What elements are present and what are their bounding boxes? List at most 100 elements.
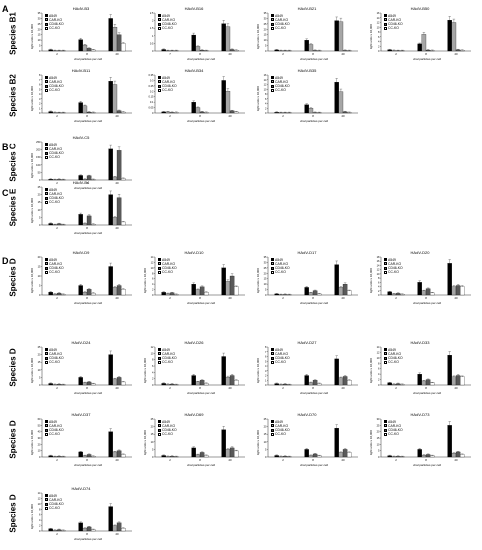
y-tick-label: 4 [152, 282, 154, 286]
y-tick-label: 15 [377, 436, 380, 440]
y-tick-label: 8 [378, 276, 380, 280]
y-tick-label: 0 [39, 49, 41, 53]
bar [347, 380, 352, 386]
x-tick-label: 2 [395, 52, 397, 56]
legend-label: A549 [275, 347, 283, 352]
legend-swatch [271, 22, 274, 26]
legend-entry: CAR-KO [384, 18, 403, 22]
bar [334, 427, 339, 458]
y-tick-label: 20 [38, 255, 41, 259]
bar [338, 452, 344, 458]
legend-swatch [384, 26, 387, 30]
legend-swatch [271, 266, 274, 270]
y-tick-label: 2 [152, 377, 154, 381]
y-tick-label: 30 [377, 417, 380, 421]
y-tick-label: 0.3 [150, 78, 154, 82]
y-tick-label: 6 [265, 97, 267, 101]
y-tick-label: 0 [39, 383, 41, 387]
legend-swatch [45, 270, 48, 274]
bar [78, 102, 83, 114]
bar [460, 376, 465, 386]
x-tick-label: 20 [454, 386, 458, 390]
legend-entry: CC-KO [271, 270, 290, 274]
x-tick-label: 8 [312, 458, 314, 462]
legend-label: A549 [49, 419, 57, 424]
legend-entry: A549 [271, 420, 290, 424]
bar [108, 506, 113, 532]
legend-entry: CAR-KO [45, 192, 64, 196]
y-tick-label: 10 [377, 356, 380, 360]
legend-label: A549 [275, 13, 283, 18]
legend-entry: CC-KO [384, 26, 403, 30]
bar [116, 285, 122, 296]
bar [455, 375, 461, 386]
bar [395, 456, 401, 458]
y-axis-title: light units x 10,000 [30, 152, 34, 178]
bar [312, 380, 318, 386]
x-axis-title: viral particles per cell [299, 118, 328, 123]
bar [116, 110, 122, 114]
legend-entry: A549 [158, 420, 177, 424]
legend-entry: CC-KO [158, 360, 177, 364]
legend-label: CD46-KO [49, 83, 64, 88]
chart-legend: A549 CAR-KO CD46-KO CC-KO [158, 348, 177, 365]
bar [460, 286, 465, 296]
y-tick-label: 15 [38, 360, 41, 364]
y-tick-label: 14 [38, 491, 41, 495]
bar [274, 383, 279, 386]
bar [61, 530, 66, 532]
x-axis-title: viral particles per cell [186, 56, 215, 61]
x-tick-label: 2 [395, 458, 397, 462]
legend-entry: A549 [45, 420, 64, 424]
legend-label: CC-KO [49, 200, 60, 205]
bar [455, 285, 461, 296]
bar [317, 455, 322, 458]
chart-title: HAdV-D20 [410, 250, 430, 255]
legend-label: CD46-KO [388, 355, 403, 360]
legend-entry: A549 [45, 143, 64, 147]
legend-entry: CAR-KO [158, 262, 177, 266]
chart-title: HAdV-B11 [71, 68, 91, 73]
legend-entry: CC-KO [384, 432, 403, 436]
bar [308, 382, 314, 386]
x-axis-title: viral particles per cell [412, 300, 441, 305]
y-tick-label: 2 [378, 378, 380, 382]
bar [108, 194, 113, 226]
bar [391, 293, 397, 296]
legend-swatch [45, 80, 48, 84]
y-tick-label: 50 [38, 423, 41, 427]
x-tick-label: 2 [56, 52, 58, 56]
bar [161, 455, 166, 458]
y-tick-label: 150 [36, 155, 41, 159]
legend-entry: CC-KO [45, 270, 64, 274]
chart-legend: A549 CAR-KO CD46-KO CC-KO [158, 14, 177, 31]
chart-title: HAdV-B35 [297, 68, 317, 73]
bar [342, 284, 348, 296]
chart-panel: HAdV-D10 0 2 4 6 8 10 12 14 2 8 20 viral particles p… [141, 250, 247, 306]
legend-label: CC-KO [49, 155, 60, 160]
chart-panel: HAdV-D74 0 2 4 6 8 10 12 14 2 8 20 viral particles p… [28, 486, 134, 542]
legend-label: CAR-KO [162, 79, 176, 84]
legend-label: CD46-KO [162, 265, 177, 270]
legend-entry: A549 [45, 76, 64, 80]
legend-swatch [158, 270, 161, 274]
y-tick-label: 4 [39, 92, 41, 96]
y-axis-title: light units x 10,000 [30, 267, 34, 293]
chart-title: HAdV-D37 [71, 412, 91, 417]
bar [387, 49, 392, 52]
legend-entry: CD46-KO [45, 196, 64, 200]
y-axis-title: light units x 10,000 [256, 23, 260, 49]
legend-swatch [45, 420, 48, 424]
legend-entry: CD46-KO [45, 356, 64, 360]
bar [48, 223, 53, 226]
legend-label: CC-KO [275, 270, 286, 275]
bar [317, 383, 322, 386]
y-tick-label: 0 [152, 455, 154, 459]
y-tick-label: 3 [39, 97, 41, 101]
legend-entry: A549 [384, 14, 403, 18]
legend-label: CAR-KO [388, 17, 402, 22]
row-label-species: Species D [8, 348, 18, 387]
legend-entry: A549 [158, 348, 177, 352]
y-axis-title: light units x 10,000 [30, 85, 34, 111]
